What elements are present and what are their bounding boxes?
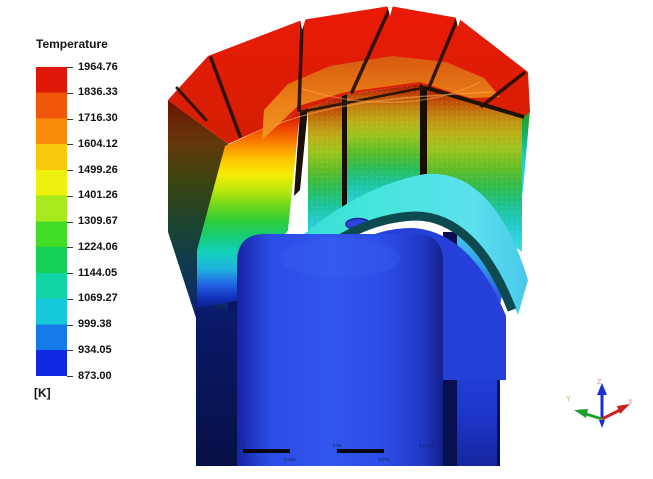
ruler-label-end: 0.1 (m) <box>419 443 434 448</box>
interior-ridge-2 <box>299 81 481 103</box>
channel-floor <box>250 173 528 320</box>
cut-face-front-left <box>197 112 300 308</box>
legend-tick-mark <box>67 170 73 171</box>
dome-cylinder <box>237 234 443 466</box>
ruler-label-q3: 0.075 <box>378 457 390 462</box>
ruler-label-mid: 0.05 <box>333 443 342 448</box>
legend-tick-label: 1309.67 <box>78 215 118 227</box>
legend-tick-label: 1069.27 <box>78 292 118 305</box>
ruler-bar-2 <box>337 449 384 453</box>
legend-tick-label: 1224.06 <box>78 240 118 253</box>
dome-highlight <box>280 238 400 278</box>
cap-gap-lines <box>175 8 526 138</box>
left-column <box>196 300 240 466</box>
cap-shadow-line-2 <box>426 86 525 119</box>
x-axis-arrow <box>601 408 621 421</box>
inner-gap-2 <box>420 84 427 182</box>
ruler-label-zero: 0 <box>242 443 245 448</box>
x-axis-label: X <box>628 399 633 406</box>
inner-gap-1 <box>342 94 347 222</box>
legend-tick-label: 1836.33 <box>78 86 118 99</box>
legend-tick-mark <box>67 350 73 352</box>
cap-shadow-line-1 <box>299 85 428 114</box>
legend-unit-label: [K] <box>34 386 51 400</box>
legend-tick-label: 1401.26 <box>78 189 118 202</box>
legend-tick-mark <box>67 324 73 326</box>
legend-tick-mark <box>67 273 73 274</box>
silhouette-notches <box>299 1 462 30</box>
ruler-label-q1: 0.025 <box>284 457 296 462</box>
mesh-overlay-1 <box>308 96 342 244</box>
legend-tick-mark <box>67 195 73 197</box>
front-gap-wall <box>294 108 308 196</box>
legend-title: Temperature <box>36 37 108 51</box>
z-axis-label: Z <box>597 379 602 386</box>
legend-tick-mark <box>67 92 73 94</box>
legend-tick-mark <box>67 67 73 68</box>
interior-ridge-1 <box>274 91 493 126</box>
ruler-bar-1 <box>243 449 290 453</box>
z-axis-arrowhead <box>597 383 607 395</box>
legend-tick-label: 1144.05 <box>78 266 118 279</box>
x-axis-arrowhead <box>617 404 630 414</box>
legend-tick-mark <box>67 376 73 377</box>
interior-top-surface <box>262 56 500 140</box>
legend-tick-mark <box>67 247 73 249</box>
y-axis-arrow <box>585 412 603 421</box>
legend-tick-mark <box>67 221 73 223</box>
legend-tick-label: 1604.12 <box>78 137 118 150</box>
legend-colorbar <box>36 67 67 376</box>
triad-origin-cone <box>599 420 605 428</box>
legend-tick-mark <box>67 118 73 120</box>
legend-tick-label: 873.00 <box>78 369 112 382</box>
legend-tick-label: 999.38 <box>78 318 112 330</box>
legend-tick-label: 1499.26 <box>78 163 118 176</box>
legend-scale: 1964.76 1836.33 1716.30 1604.12 1499.26 1401.… <box>36 61 156 382</box>
y-axis-arrowhead <box>574 409 588 418</box>
y-axis-label: Y <box>566 396 571 403</box>
legend-tick-label: 1716.30 <box>78 112 118 124</box>
scale-ruler: 0 0.05 0.1 (m) 0.025 0.075 <box>242 443 434 462</box>
axis-triad[interactable]: Z X Y <box>566 379 633 428</box>
legend-tick-label: 934.05 <box>78 343 112 356</box>
mesh-overlay-3 <box>427 86 522 252</box>
legend-tick-label: 1964.76 <box>78 60 118 73</box>
legend-tick-mark <box>67 298 73 300</box>
legend-tick-mark <box>67 144 73 146</box>
legend-panel: Temperature 1964.76 1836.33 1716.30 1604.12… <box>0 0 170 430</box>
